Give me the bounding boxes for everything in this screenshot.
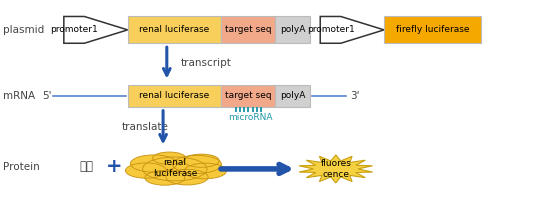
FancyBboxPatch shape [128,16,221,43]
FancyBboxPatch shape [221,16,275,43]
Text: translate: translate [122,122,168,132]
Circle shape [173,155,221,173]
Text: mRNA: mRNA [3,91,35,101]
Polygon shape [299,155,372,183]
Circle shape [125,163,166,178]
Circle shape [145,170,185,185]
Text: 3': 3' [350,91,360,101]
Text: microRNA: microRNA [229,113,273,122]
Text: renal
luciferase: renal luciferase [153,158,197,178]
Circle shape [184,163,226,179]
Text: transcript: transcript [181,58,231,68]
FancyBboxPatch shape [221,85,275,107]
FancyBboxPatch shape [128,85,221,107]
Text: firefly luciferase: firefly luciferase [396,25,470,34]
Text: polyA: polyA [280,25,305,34]
Polygon shape [64,16,128,43]
Text: promoter1: promoter1 [306,25,355,34]
Text: fluores
cence: fluores cence [320,159,351,179]
Text: +: + [105,157,122,176]
FancyBboxPatch shape [384,16,481,43]
Text: renal luciferase: renal luciferase [139,91,209,100]
Text: Protein: Protein [3,162,39,172]
Text: 底物: 底物 [79,160,93,173]
Circle shape [130,155,177,172]
Text: polyA: polyA [280,91,305,100]
Circle shape [166,169,208,185]
Text: renal luciferase: renal luciferase [139,25,209,34]
Text: 5': 5' [42,91,52,101]
Circle shape [153,152,186,164]
Text: target seq: target seq [225,91,271,100]
FancyBboxPatch shape [275,85,310,107]
Text: plasmid: plasmid [3,25,44,35]
Circle shape [143,157,207,181]
Polygon shape [320,16,384,43]
FancyBboxPatch shape [275,16,310,43]
Text: target seq: target seq [225,25,271,34]
Text: promoter1: promoter1 [50,25,98,34]
Circle shape [184,154,219,167]
